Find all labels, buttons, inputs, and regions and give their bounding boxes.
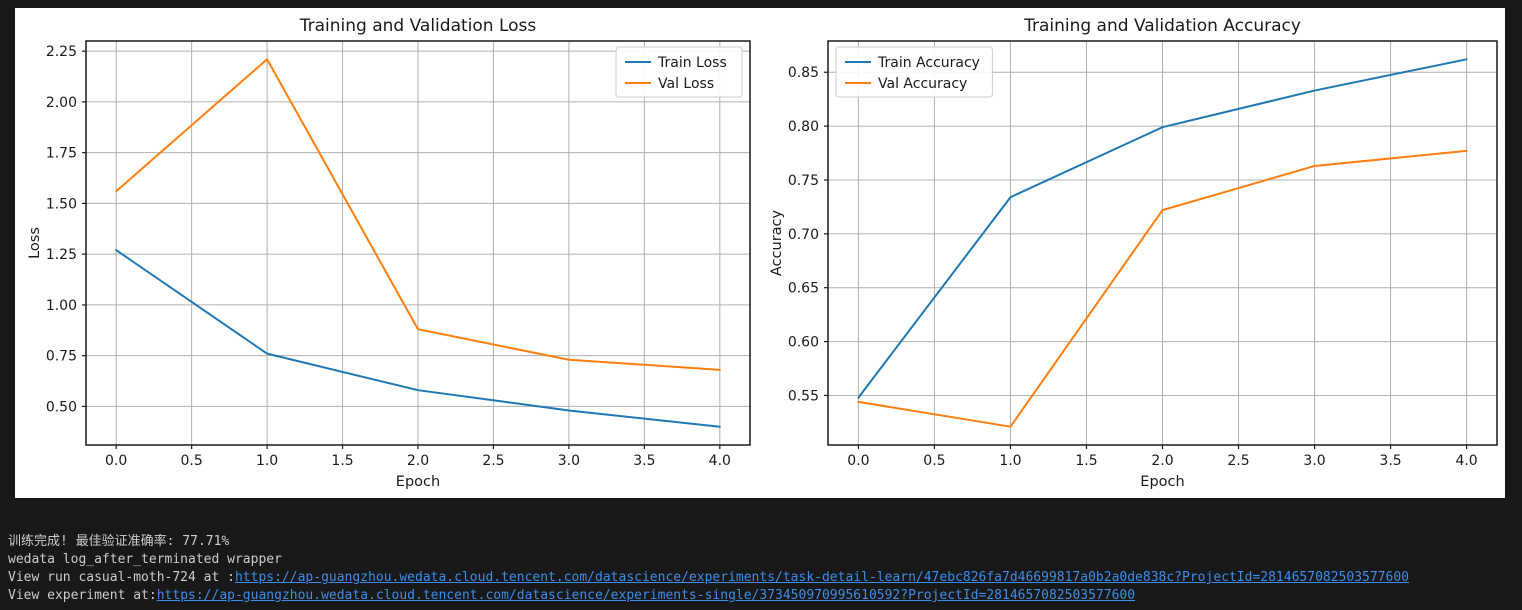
legend-label: Train Loss xyxy=(657,55,727,71)
y-tick-label: 1.00 xyxy=(46,298,77,314)
x-tick-label: 3.0 xyxy=(1303,453,1325,469)
training-complete-message: 训练完成! 最佳验证准确率: 77.71% xyxy=(8,534,230,549)
loss-chart: 0.0 0.5 1.0 1.5 2.0 2.5 3.0 3.5 4.0 0.50 0.75 1.00 1… xyxy=(27,16,751,490)
terminal-line: wedata log_after_terminated wrapper xyxy=(8,551,1522,569)
x-tick-label: 2.0 xyxy=(1151,453,1173,469)
y-tick-label: 0.85 xyxy=(788,65,819,81)
y-tick-label: 0.65 xyxy=(788,281,819,297)
y-axis-label: Accuracy xyxy=(769,209,785,276)
y-tick-label: 0.70 xyxy=(788,227,819,243)
y-tick-label: 2.25 xyxy=(46,44,77,60)
x-axis-label: Epoch xyxy=(1140,474,1184,490)
y-tick-label: 2.00 xyxy=(46,95,77,111)
x-axis-label: Epoch xyxy=(396,474,440,490)
series-line-val-loss xyxy=(115,58,721,371)
x-tick-label: 4.0 xyxy=(709,453,731,469)
legend-label: Val Loss xyxy=(658,76,714,92)
x-tick-label: 0.5 xyxy=(923,453,945,469)
wedata-wrapper-message: wedata log_after_terminated wrapper xyxy=(8,552,282,567)
terminal-output: 训练完成! 最佳验证准确率: 77.71% wedata log_after_t… xyxy=(0,533,1522,605)
y-tick-label: 1.50 xyxy=(46,196,77,212)
y-axis-label: Loss xyxy=(27,227,43,259)
terminal-line: View experiment at:https://ap-guangzhou.… xyxy=(8,587,1522,605)
x-tick-label: 4.0 xyxy=(1455,453,1477,469)
x-tick-label: 2.5 xyxy=(482,453,504,469)
y-tick-label: 0.55 xyxy=(788,388,819,404)
y-tick-label: 0.75 xyxy=(46,349,77,365)
series-line-val-accuracy xyxy=(857,149,1468,428)
x-tick-label: 3.0 xyxy=(558,453,580,469)
x-tick-label: 2.0 xyxy=(407,453,429,469)
x-tick-label: 1.5 xyxy=(331,453,353,469)
chart-title: Training and Validation Loss xyxy=(299,16,537,36)
run-url-link[interactable]: https://ap-guangzhou.wedata.cloud.tencen… xyxy=(234,570,1409,585)
x-tick-label: 1.0 xyxy=(999,453,1021,469)
y-tick-label: 0.80 xyxy=(788,119,819,135)
x-tick-label: 1.5 xyxy=(1075,453,1097,469)
legend: Train Loss Val Loss xyxy=(615,46,743,98)
x-tick-label: 2.5 xyxy=(1227,453,1249,469)
series-line-train-loss xyxy=(115,249,721,428)
x-tick-label: 3.5 xyxy=(1379,453,1401,469)
y-tick-label: 0.50 xyxy=(46,399,77,415)
x-tick-label: 3.5 xyxy=(633,453,655,469)
view-run-label: View run casual-moth-724 at : xyxy=(8,570,235,585)
series-line-train-accuracy xyxy=(857,58,1468,399)
y-tick-label: 1.75 xyxy=(46,146,77,162)
x-tick-label: 0.5 xyxy=(181,453,203,469)
matplotlib-figure: 0.0 0.5 1.0 1.5 2.0 2.5 3.0 3.5 4.0 0.50 0.75 1.00 1… xyxy=(15,8,1505,498)
plot-frame xyxy=(85,40,751,446)
legend-box xyxy=(615,46,743,98)
x-tick-label: 1.0 xyxy=(256,453,278,469)
legend-label: Train Accuracy xyxy=(877,55,980,71)
y-tick-label: 0.60 xyxy=(788,335,819,351)
y-tick-label: 1.25 xyxy=(46,247,77,263)
legend-label: Val Accuracy xyxy=(878,76,967,92)
legend: Train Accuracy Val Accuracy xyxy=(835,46,993,98)
legend-box xyxy=(835,46,993,98)
y-tick-label: 0.75 xyxy=(788,173,819,189)
view-experiment-label: View experiment at: xyxy=(8,588,157,603)
chart-title: Training and Validation Accuracy xyxy=(1023,16,1301,36)
terminal-line: 训练完成! 最佳验证准确率: 77.71% xyxy=(8,533,1522,551)
charts-canvas: 0.0 0.5 1.0 1.5 2.0 2.5 3.0 3.5 4.0 0.50 0.75 1.00 1… xyxy=(27,16,1498,490)
terminal-line: View run casual-moth-724 at :https://ap-… xyxy=(8,569,1522,587)
x-tick-label: 0.0 xyxy=(105,453,127,469)
experiment-url-link[interactable]: https://ap-guangzhou.wedata.cloud.tencen… xyxy=(156,588,1136,603)
plot-frame xyxy=(827,40,1498,446)
x-tick-label: 0.0 xyxy=(847,453,869,469)
accuracy-chart: 0.0 0.5 1.0 1.5 2.0 2.5 3.0 3.5 4.0 0.55 0.60 0.65 0… xyxy=(769,16,1498,490)
